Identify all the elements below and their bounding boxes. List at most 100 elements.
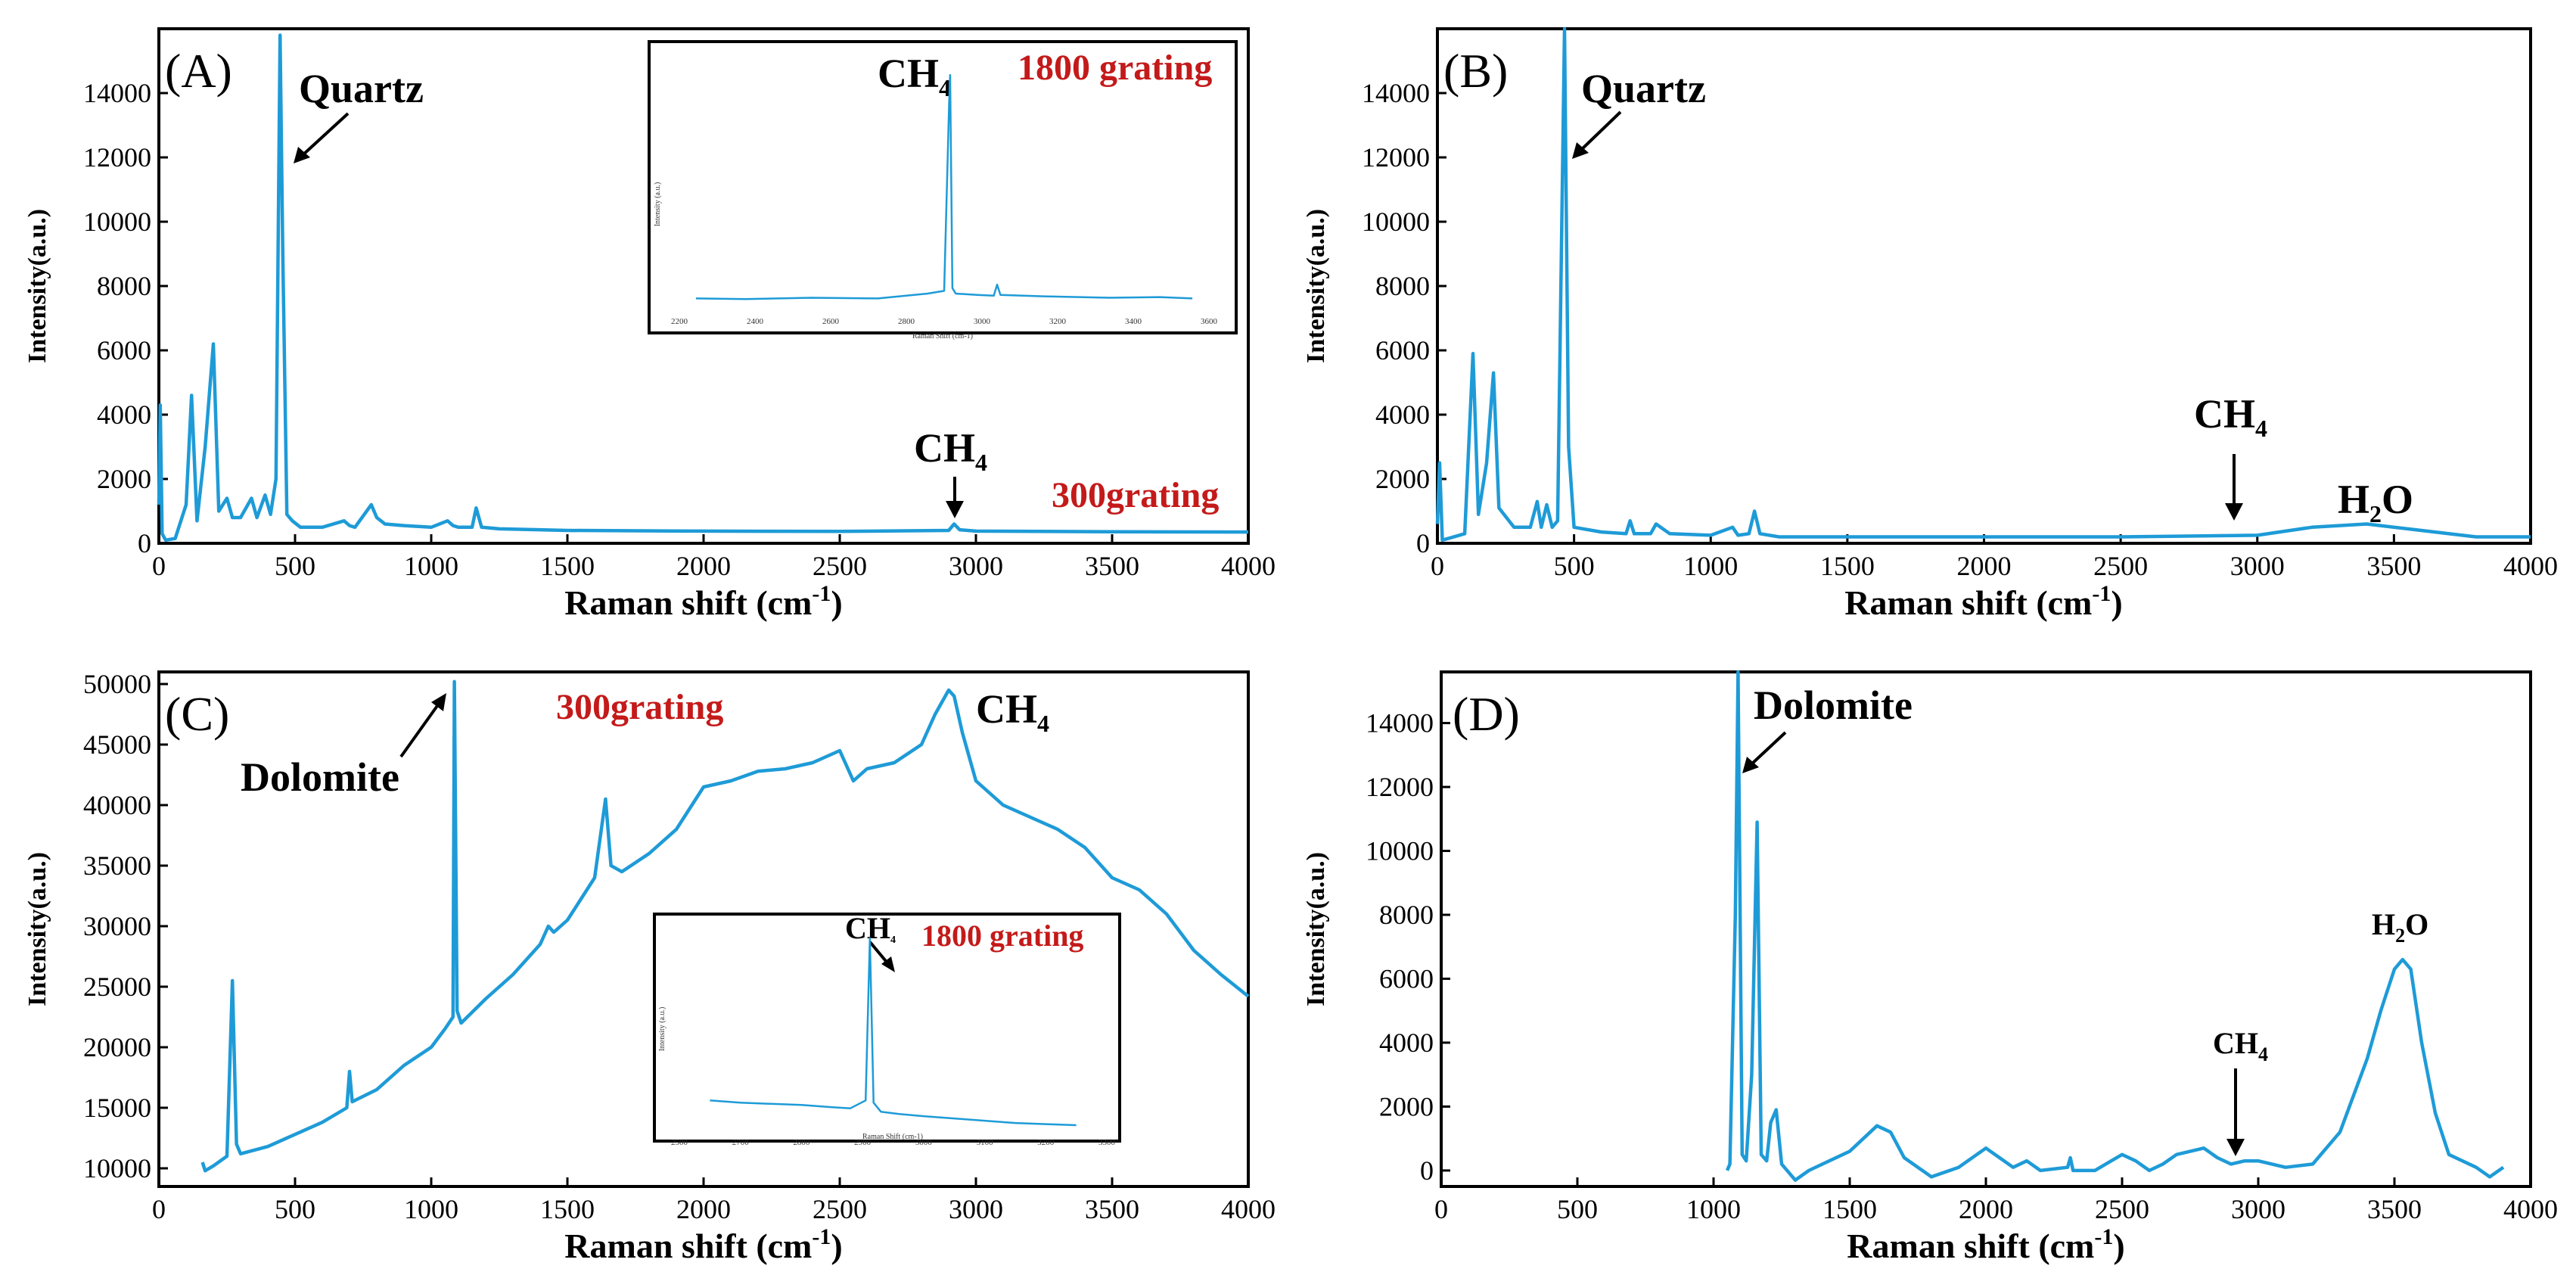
spectrum-line — [157, 33, 1249, 543]
y-tick-label: 12000 — [1366, 772, 1434, 802]
inset-ch4-label: CH4 — [878, 51, 951, 101]
y-tick-label: 4000 — [1375, 400, 1430, 430]
inset-x-tick-label: 2900 — [854, 1138, 872, 1147]
y-ticks: 10000 15000 20000 25000 30000 35000 40000 45000… — [83, 669, 168, 1183]
inset-x-label: Raman Shift (cm-1) — [912, 332, 973, 341]
y-tick-label: 15000 — [83, 1093, 151, 1123]
ch4-label: CH4 — [2213, 1026, 2268, 1065]
x-tick-label: 3000 — [2231, 1194, 2285, 1224]
y-axis-label: Intensity(a.u.) — [1302, 852, 1330, 1006]
inset-x-tick-label: 3200 — [1037, 1138, 1055, 1147]
x-tick-label: 1000 — [404, 1194, 458, 1224]
spectrum-line — [200, 679, 1250, 1173]
ch4-arrowhead — [946, 501, 964, 518]
x-tick-label: 4000 — [2503, 1194, 2558, 1224]
y-tick-label: 2000 — [1379, 1091, 1434, 1121]
x-tick-label: 1000 — [404, 551, 458, 581]
ch4-arrowhead — [2225, 503, 2243, 521]
y-tick-label: 14000 — [1366, 708, 1434, 739]
mineral-arrow — [1750, 731, 1787, 766]
y-tick-label: 0 — [1420, 1155, 1434, 1186]
mineral-arrow — [399, 702, 440, 758]
y-tick-label: 45000 — [83, 729, 151, 760]
inset-frame — [653, 913, 1121, 1143]
spectrum-line — [1725, 670, 2505, 1182]
ch4-arrowhead — [2226, 1139, 2245, 1156]
h2o-label: H2O — [2372, 907, 2428, 947]
mineral-arrowhead — [431, 693, 446, 711]
x-tick-label: 4000 — [2503, 551, 2558, 581]
y-ticks: 0 2000 4000 6000 8000 10000 12000 14000 — [83, 78, 168, 558]
y-axis-label: Intensity(a.u.) — [1302, 209, 1330, 363]
x-tick-label: 2500 — [813, 551, 867, 581]
x-tick-label: 3000 — [949, 551, 1003, 581]
y-tick-label: 8000 — [1379, 900, 1434, 930]
y-ticks: 0 2000 4000 6000 8000 10000 12000 14000 — [1362, 78, 1446, 558]
mineral-arrowhead — [294, 147, 310, 163]
inset-x-tick-label: 3000 — [915, 1138, 933, 1147]
inset-x-tick-label: 2600 — [822, 317, 840, 326]
x-tick-label: 0 — [152, 1194, 166, 1224]
y-tick-label: 10000 — [1362, 207, 1430, 237]
y-tick-label: 10000 — [1366, 836, 1434, 866]
spectrum-line — [1435, 26, 2531, 543]
x-tick-label: 500 — [275, 551, 315, 581]
x-tick-label: 1500 — [540, 1194, 595, 1224]
inset-x-tick-label: 2800 — [793, 1138, 810, 1147]
x-axis-label: Raman shift (cm-1) — [564, 581, 842, 622]
y-tick-label: 0 — [138, 528, 151, 558]
panel-d: (D) Dolomite CH4 H2O Intensity(a.u.) Ram… — [1302, 670, 2558, 1265]
x-tick-label: 500 — [275, 1194, 315, 1224]
inset-ch4-arrowhead — [881, 956, 895, 972]
mineral-label: Quartz — [1581, 66, 1706, 111]
mineral-arrow — [1580, 110, 1622, 151]
x-tick-label: 3500 — [2366, 551, 2421, 581]
ch4-label: CH4 — [976, 686, 1049, 737]
y-tick-label: 8000 — [1375, 271, 1430, 301]
y-tick-label: 10000 — [83, 1153, 151, 1183]
inset-chart: CH4 1800 grating Intensity (a.u.) Raman … — [653, 911, 1121, 1147]
y-tick-label: 50000 — [83, 669, 151, 699]
x-tick-label: 2500 — [2093, 551, 2148, 581]
x-ticks: 0 500 1000 1500 2000 2500 3000 3500 4000 — [152, 1177, 1276, 1224]
inset-y-label: Intensity (a.u.) — [654, 182, 662, 227]
y-tick-label: 12000 — [83, 142, 151, 173]
y-tick-label: 8000 — [97, 271, 151, 301]
x-tick-label: 500 — [1554, 551, 1595, 581]
y-tick-label: 6000 — [97, 335, 151, 365]
x-tick-label: 0 — [1434, 1194, 1448, 1224]
y-tick-label: 12000 — [1362, 142, 1430, 173]
x-tick-label: 0 — [1431, 551, 1444, 581]
inset-chart: CH4 1800 grating Intensity (a.u.) Raman … — [648, 40, 1238, 341]
x-tick-label: 3500 — [1085, 1194, 1139, 1224]
inset-x-tick-label: 2400 — [747, 317, 764, 326]
inset-x-tick-label: 3600 — [1201, 317, 1218, 326]
panel-label: (C) — [165, 687, 229, 741]
mineral-arrow — [301, 112, 350, 157]
mineral-arrowhead — [1572, 142, 1589, 159]
x-tick-label: 3500 — [2367, 1194, 2422, 1224]
panel-label: (A) — [165, 44, 232, 98]
y-axis-label: Intensity(a.u.) — [23, 852, 51, 1006]
x-axis-label: Raman shift (cm-1) — [564, 1224, 842, 1265]
y-tick-label: 6000 — [1379, 963, 1434, 994]
y-tick-label: 20000 — [83, 1032, 151, 1062]
inset-grating-label: 1800 grating — [1018, 48, 1212, 88]
panel-label: (B) — [1443, 44, 1508, 98]
x-tick-label: 1000 — [1683, 551, 1738, 581]
inset-x-tick-label: 3000 — [974, 317, 991, 326]
inset-x-tick-label: 2200 — [671, 317, 688, 326]
x-tick-label: 4000 — [1221, 1194, 1276, 1224]
y-tick-label: 2000 — [97, 464, 151, 494]
y-tick-label: 10000 — [83, 207, 151, 237]
y-tick-label: 40000 — [83, 790, 151, 820]
x-ticks: 0 500 1000 1500 2000 2500 3000 3500 4000 — [152, 534, 1276, 581]
x-tick-label: 1500 — [540, 551, 595, 581]
y-tick-label: 25000 — [83, 972, 151, 1002]
x-tick-label: 4000 — [1221, 551, 1276, 581]
ch4-label: CH4 — [914, 425, 987, 476]
inset-x-tick-label: 3300 — [1098, 1138, 1116, 1147]
y-tick-label: 35000 — [83, 851, 151, 881]
x-tick-label: 3500 — [1085, 551, 1139, 581]
x-tick-label: 0 — [152, 551, 166, 581]
